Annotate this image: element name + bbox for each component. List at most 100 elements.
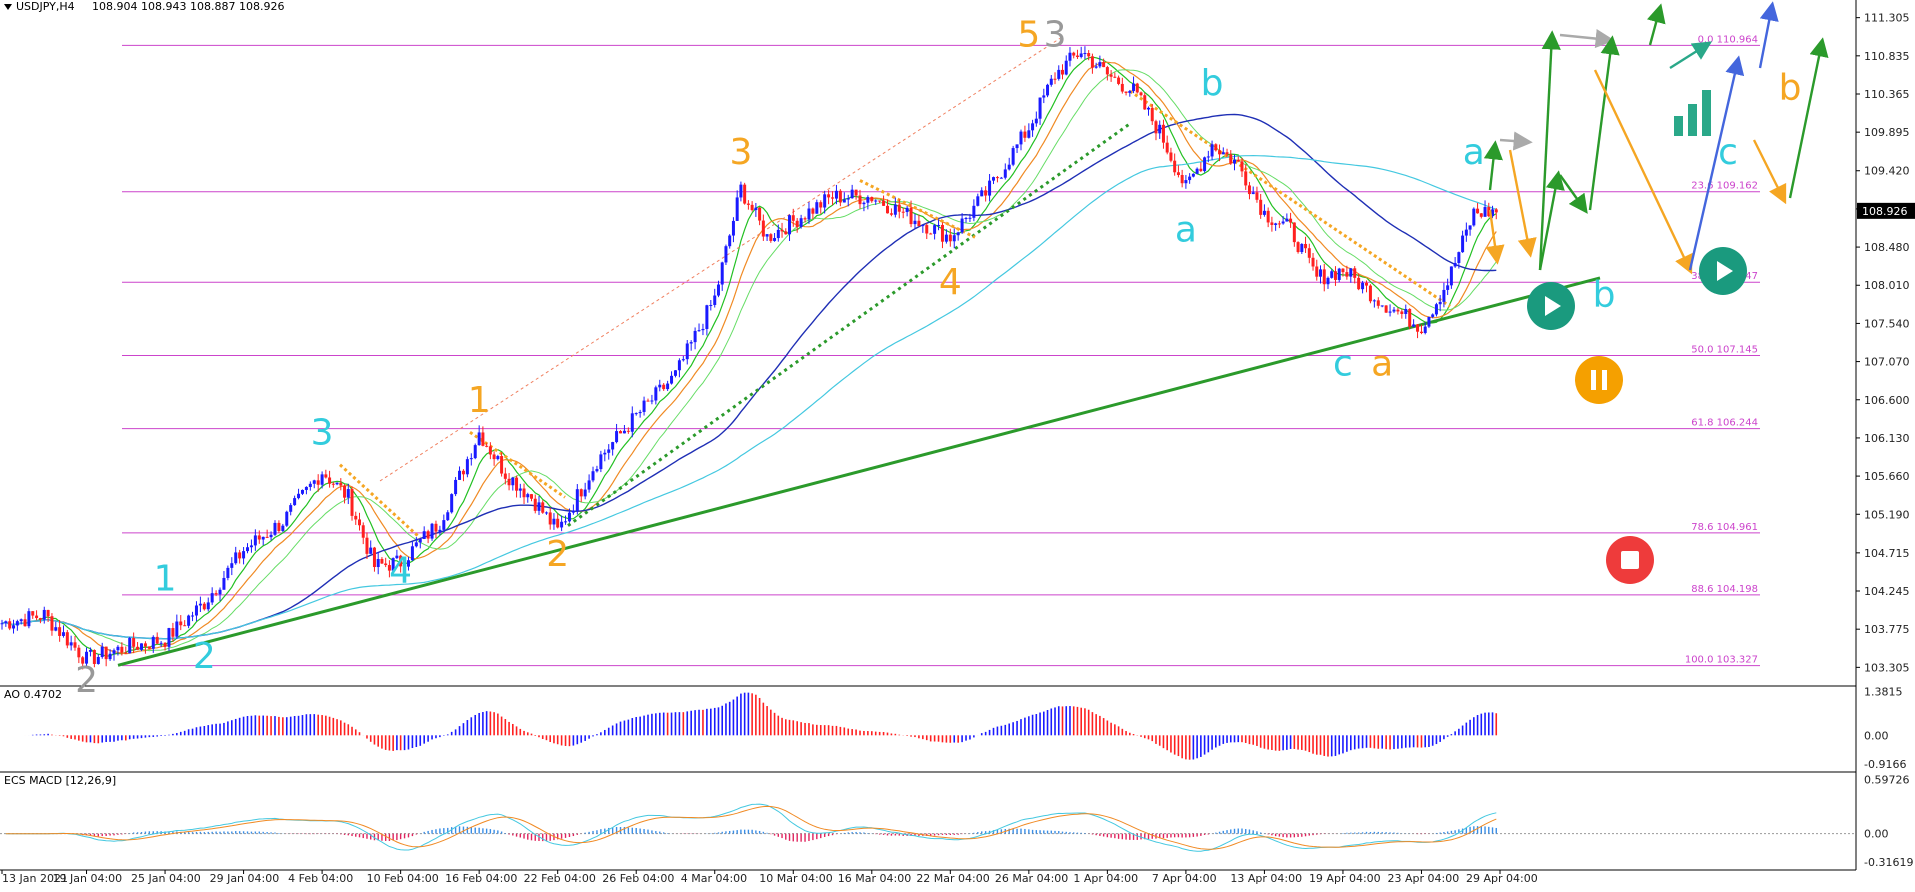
- candle-body: [1326, 277, 1330, 285]
- candle-body: [630, 413, 634, 432]
- candle-body: [1150, 107, 1154, 122]
- candle-body: [369, 547, 373, 554]
- candle-body: [426, 531, 430, 539]
- candle-body: [1322, 269, 1326, 285]
- candle-body: [124, 652, 128, 654]
- candle-body: [414, 542, 418, 547]
- x-tick-label: 10 Feb 04:00: [367, 872, 439, 885]
- candle-body: [1031, 123, 1035, 131]
- candle-body: [603, 452, 607, 455]
- macd-title: ECS MACD [12,26,9]: [4, 774, 116, 787]
- candle-body: [728, 235, 732, 247]
- x-tick-label: 22 Mar 04:00: [916, 872, 989, 885]
- candle-body: [1408, 309, 1412, 327]
- candle-body: [234, 552, 238, 564]
- candle-body: [1396, 309, 1400, 312]
- candle-body: [159, 642, 163, 644]
- candle-body: [776, 229, 780, 239]
- x-tick-label: 26 Mar 04:00: [995, 872, 1068, 885]
- axes: 111.305 110.835 110.365 109.895 109.420 108.9…: [1, 12, 1915, 885]
- candle-body: [819, 202, 823, 208]
- bar-chart-icon-bar: [1702, 90, 1711, 136]
- dropdown-icon[interactable]: [4, 4, 12, 10]
- moving-averages: [1, 56, 1497, 657]
- projection-arrow: [1483, 140, 1503, 191]
- play-icon: [1699, 247, 1747, 295]
- x-tick-label: 25 Jan 04:00: [131, 872, 201, 885]
- candle-body: [1349, 268, 1353, 277]
- x-tick-label: 19 Jan 04:00: [53, 872, 123, 885]
- candle-body: [1315, 266, 1319, 277]
- candle-body: [54, 627, 58, 631]
- x-tick-label: 4 Feb 04:00: [288, 872, 353, 885]
- candle-body: [1068, 52, 1072, 61]
- candle-body: [194, 605, 198, 616]
- candle-body: [952, 235, 956, 242]
- candle-body: [1388, 311, 1392, 313]
- candle-body: [191, 615, 195, 617]
- candle-body: [1380, 305, 1384, 307]
- candle-body: [1337, 268, 1341, 280]
- candle-body: [339, 482, 343, 486]
- candle-body: [780, 229, 784, 232]
- candle-body: [788, 215, 792, 235]
- candle-body: [136, 646, 140, 650]
- candle-body: [1135, 83, 1139, 93]
- candle-body: [1191, 173, 1195, 177]
- candle-body: [1289, 218, 1293, 223]
- candle-body: [372, 547, 376, 568]
- candle-body: [218, 589, 222, 595]
- candle-body: [1353, 268, 1357, 278]
- projection-arrow: [1485, 209, 1505, 265]
- candle-body: [96, 656, 100, 664]
- candle-body: [1195, 168, 1199, 174]
- candle-body: [324, 474, 328, 478]
- candle-body: [560, 521, 564, 528]
- candle-body: [518, 488, 522, 491]
- x-tick-label: 16 Feb 04:00: [445, 872, 517, 885]
- current-price-label: 108.926: [1862, 205, 1908, 218]
- candle-body: [1042, 95, 1046, 98]
- candle-body: [1365, 282, 1369, 286]
- candle-body: [964, 217, 968, 219]
- y-tick-label: 109.895: [1864, 126, 1910, 139]
- ohlc-label: 108.904 108.943 108.887 108.926: [92, 0, 284, 13]
- projection-arrow: [1559, 174, 1588, 214]
- candle-body: [289, 505, 293, 512]
- projection-arrow: [1499, 131, 1533, 151]
- candle-body: [720, 262, 724, 285]
- candle-body: [1341, 268, 1345, 273]
- candle-body: [646, 400, 650, 402]
- ao-panel: [24, 692, 1498, 760]
- candle-body: [297, 493, 301, 499]
- candle-body: [27, 611, 31, 627]
- candle-body: [1083, 53, 1087, 55]
- candle-body: [1431, 314, 1435, 317]
- y-tick-label: 104.715: [1864, 547, 1910, 560]
- candle-body: [422, 531, 426, 540]
- candle-body: [548, 512, 552, 525]
- candle-body: [42, 609, 46, 620]
- candle-body: [473, 445, 477, 459]
- candle-body: [481, 432, 485, 446]
- candle-body: [673, 370, 677, 376]
- candle-body: [1057, 69, 1061, 79]
- candle-body: [1206, 156, 1210, 158]
- y-tick-label: 109.420: [1864, 165, 1910, 178]
- candle-body: [713, 295, 717, 305]
- candle-body: [526, 494, 530, 498]
- candle-body: [1457, 252, 1461, 263]
- candle-body: [784, 231, 788, 235]
- wave-label: 3: [729, 132, 752, 173]
- wave-label: b: [1201, 63, 1224, 104]
- candle-body: [1060, 69, 1064, 75]
- candle-body: [163, 642, 167, 647]
- candle-body: [638, 411, 642, 414]
- candle-body: [335, 482, 339, 485]
- candle-body: [909, 207, 913, 225]
- y-tick-label: 107.070: [1864, 356, 1910, 369]
- candle-body: [1158, 124, 1162, 134]
- x-tick-label: 29 Jan 04:00: [210, 872, 280, 885]
- candle-body: [511, 477, 515, 486]
- candle-body: [882, 200, 886, 206]
